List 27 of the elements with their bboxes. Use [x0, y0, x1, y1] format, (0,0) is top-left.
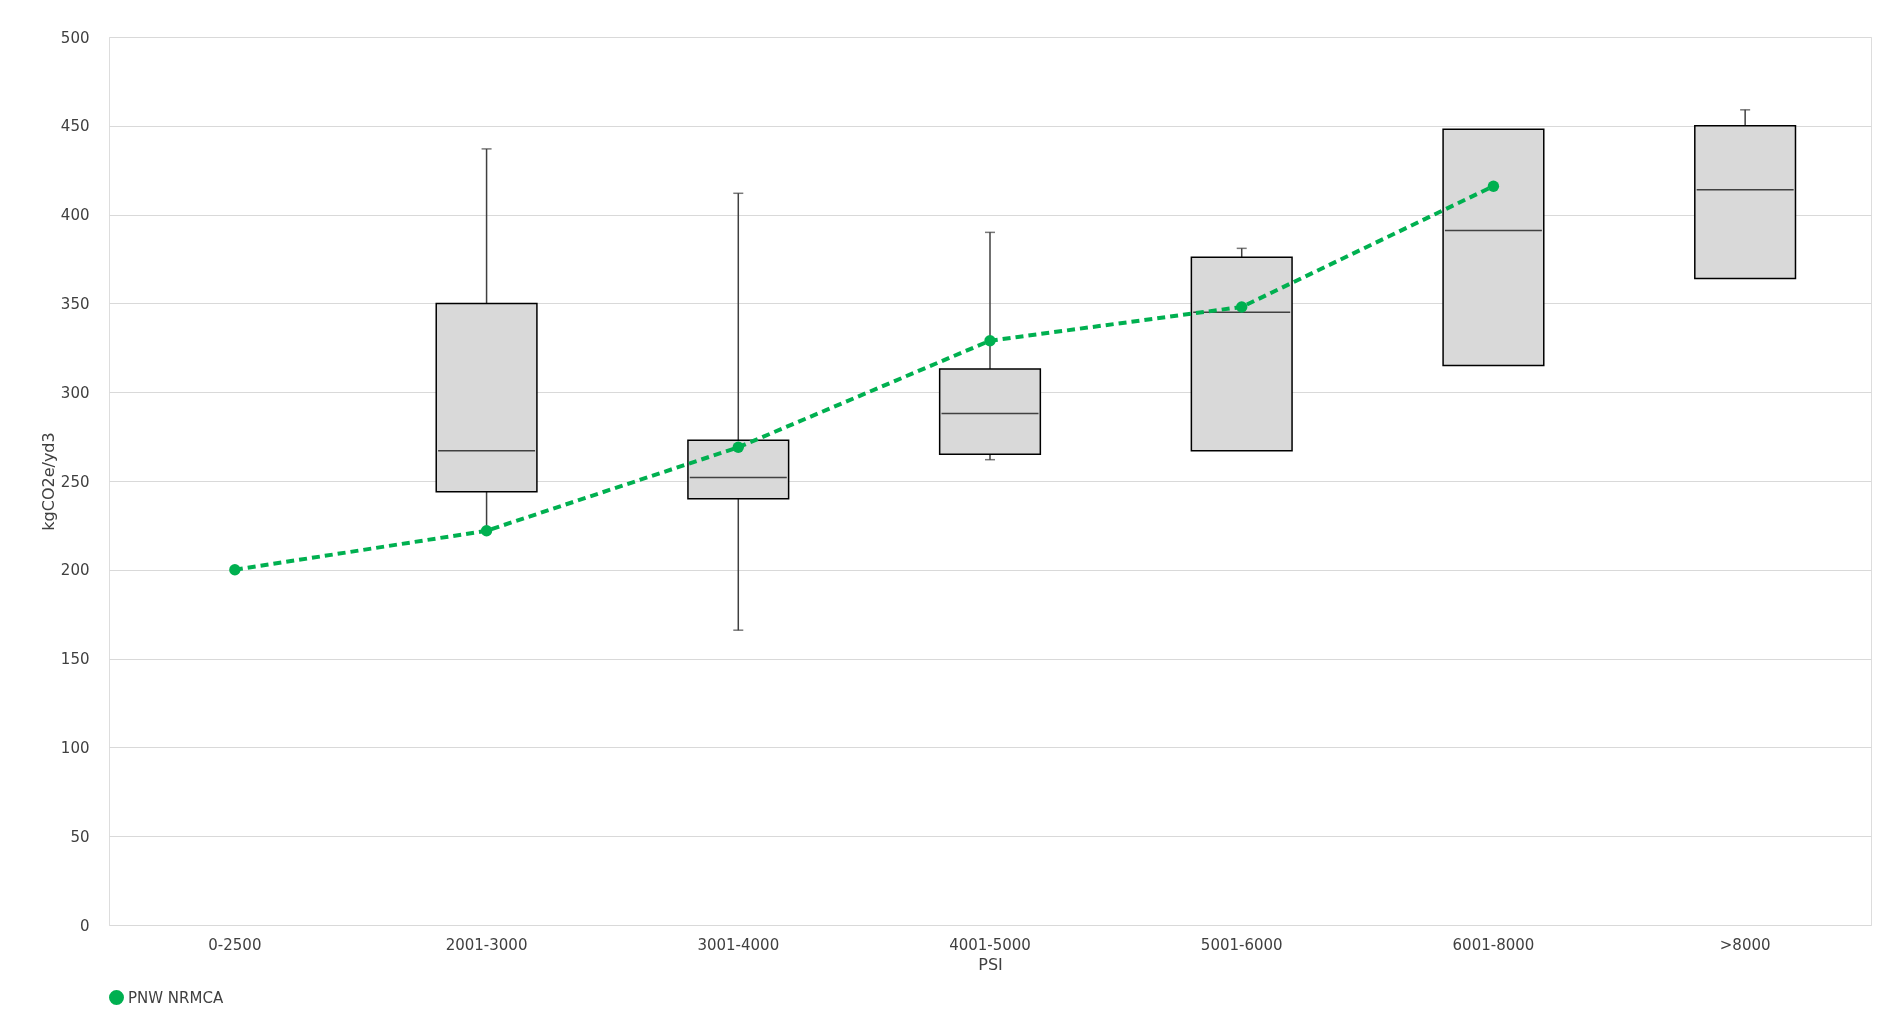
point — [480, 525, 493, 537]
y-axis-title: kgCO2e/yd3 — [38, 432, 58, 531]
y-tick-label: 300 — [60, 383, 90, 402]
point — [1487, 180, 1500, 192]
y-tick-label: 500 — [60, 28, 90, 47]
point — [229, 564, 241, 576]
y-tick-label: 400 — [60, 206, 90, 225]
x-axis-title: PSI — [978, 954, 1003, 974]
x-tick-label: 6001-8000 — [1452, 935, 1535, 954]
y-tick-label: 250 — [60, 472, 90, 491]
y-tick-label: 200 — [60, 561, 90, 580]
legend-label: PNW NRMCA — [128, 988, 224, 1007]
y-tick-label: 100 — [60, 738, 90, 757]
x-tick-label: >8000 — [1719, 935, 1771, 954]
x-tick-label: 5001-6000 — [1200, 935, 1283, 954]
point — [984, 335, 996, 347]
x-tick-label: 3001-4000 — [697, 935, 780, 954]
y-tick-label: 0 — [79, 916, 90, 935]
y-tick-label: 450 — [60, 117, 90, 136]
y-tick-label: 350 — [60, 294, 90, 313]
point — [1236, 301, 1248, 313]
point — [732, 441, 744, 453]
y-tick-label: 50 — [70, 827, 90, 846]
x-tick-label: 4001-5000 — [949, 935, 1031, 954]
y-tick-label: 150 — [60, 650, 90, 669]
x-tick-label: 2001-3000 — [445, 935, 528, 954]
x-tick-label: 0-2500 — [208, 935, 262, 954]
